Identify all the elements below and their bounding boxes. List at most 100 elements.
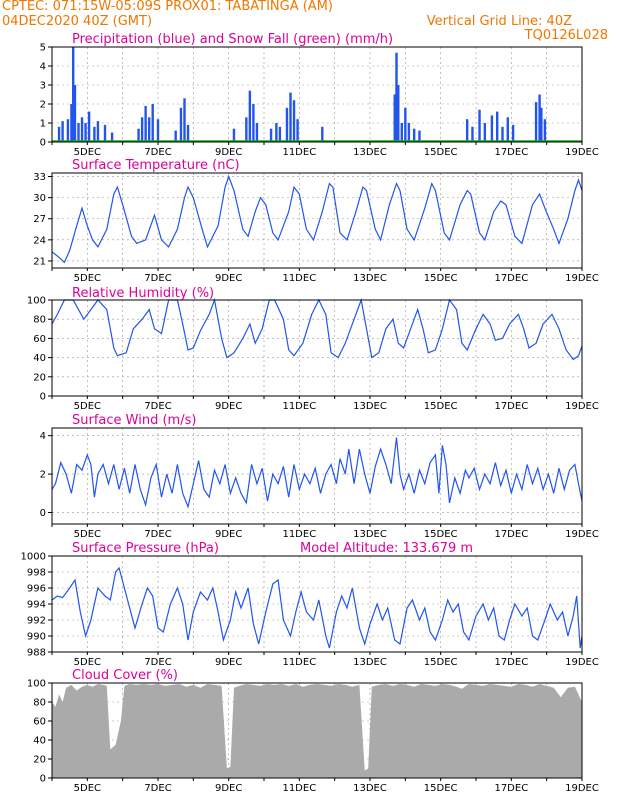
precip-bar — [103, 124, 107, 142]
y-tick-label: 0 — [40, 508, 46, 519]
header-grid-note: Vertical Grid Line: 40Z — [426, 14, 572, 29]
precip-bar — [70, 104, 73, 142]
header-station: CPTEC: 071:15W-05:09S PROX01: TABATINGA … — [2, 0, 333, 14]
y-tick-label: 992 — [27, 616, 46, 627]
precip-bar — [151, 104, 154, 142]
x-tick-label: 13DEC — [353, 783, 387, 794]
precip-bar — [73, 85, 77, 142]
y-tick-label: 0 — [40, 138, 46, 149]
precip-bar — [496, 111, 499, 142]
x-tick-label: 7DEC — [144, 401, 171, 412]
x-tick-label: 9DEC — [215, 273, 242, 284]
y-tick-label: 80 — [33, 315, 46, 326]
x-tick-label: 19DEC — [565, 401, 599, 412]
panel-title: Relative Humidity (%) — [72, 286, 214, 301]
precip-bar — [407, 123, 411, 142]
precip-bar — [110, 132, 114, 142]
x-tick-label: 15DEC — [424, 401, 458, 412]
y-tick-label: 20 — [33, 755, 46, 766]
y-tick-label: 990 — [27, 632, 46, 643]
y-tick-label: 60 — [33, 334, 46, 345]
precip-bar — [395, 52, 398, 143]
x-tick-label: 11DEC — [282, 147, 316, 158]
precip-bar — [84, 123, 87, 142]
precip-bar — [478, 109, 481, 142]
precip-bar — [418, 130, 421, 142]
precip-bar — [183, 98, 186, 142]
x-tick-label: 15DEC — [424, 529, 458, 540]
precip-bar — [147, 117, 151, 142]
model-altitude-label: Model Altitude: 133.679 m — [300, 541, 473, 556]
panel-title: Surface Temperature (nC) — [72, 158, 240, 173]
x-tick-label: 5DEC — [74, 273, 101, 284]
y-tick-label: 4 — [40, 62, 46, 73]
precip-bar — [66, 119, 70, 142]
y-tick-label: 1 — [40, 119, 46, 130]
panel-title: Precipitation (blue) and Snow Fall (gree… — [72, 32, 393, 47]
x-tick-label: 13DEC — [353, 147, 387, 158]
panel-frame — [51, 299, 583, 397]
x-tick-label: 5DEC — [74, 529, 101, 540]
x-tick-label: 17DEC — [494, 147, 528, 158]
precip-bar — [543, 119, 547, 142]
precip-bar — [186, 124, 190, 142]
y-tick-label: 0 — [40, 774, 46, 785]
precip-bar — [93, 126, 96, 142]
x-tick-label: 19DEC — [565, 529, 599, 540]
x-tick-label: 7DEC — [144, 147, 171, 158]
y-tick-label: 40 — [33, 736, 46, 747]
y-tick-label: 994 — [27, 600, 46, 611]
series-line — [51, 174, 583, 264]
x-tick-label: 5DEC — [74, 401, 101, 412]
y-tick-label: 24 — [33, 235, 46, 246]
y-tick-label: 20 — [33, 372, 46, 383]
y-tick-label: 4 — [40, 431, 46, 442]
x-tick-label: 7DEC — [144, 657, 171, 668]
precip-bar — [540, 107, 543, 142]
precip-bar — [269, 128, 273, 142]
x-tick-label: 9DEC — [215, 147, 242, 158]
x-tick-label: 11DEC — [282, 401, 316, 412]
x-tick-label: 15DEC — [424, 273, 458, 284]
y-tick-label: 3 — [40, 81, 46, 92]
y-tick-label: 0 — [40, 392, 46, 403]
x-tick-label: 17DEC — [494, 529, 528, 540]
x-tick-label: 11DEC — [282, 783, 316, 794]
precip-bar — [404, 107, 407, 142]
precip-bar — [174, 130, 177, 142]
precip-bar — [471, 126, 474, 142]
x-tick-label: 15DEC — [424, 147, 458, 158]
precip-bar — [534, 102, 538, 142]
panel-frame — [51, 172, 583, 269]
y-tick-label: 100 — [27, 296, 46, 307]
precip-bar — [501, 126, 504, 142]
y-tick-label: 5 — [40, 43, 46, 54]
x-tick-label: 19DEC — [565, 657, 599, 668]
x-tick-label: 7DEC — [144, 529, 171, 540]
x-tick-label: 11DEC — [282, 529, 316, 540]
precip-bar — [511, 124, 515, 142]
x-tick-label: 13DEC — [353, 401, 387, 412]
x-tick-label: 9DEC — [215, 657, 242, 668]
precip-bar — [179, 107, 183, 142]
x-tick-label: 13DEC — [353, 657, 387, 668]
precip-bar — [285, 107, 289, 142]
y-tick-label: 996 — [27, 584, 46, 595]
series-line — [51, 566, 583, 649]
panel-frame — [51, 46, 583, 143]
x-tick-label: 5DEC — [74, 657, 101, 668]
precip-bar — [140, 117, 144, 142]
precip-bar — [232, 128, 236, 142]
x-tick-label: 11DEC — [282, 273, 316, 284]
y-tick-label: 27 — [33, 214, 46, 225]
precip-bar — [296, 119, 299, 142]
y-tick-label: 988 — [27, 648, 46, 659]
x-tick-label: 5DEC — [74, 147, 101, 158]
x-tick-label: 15DEC — [424, 783, 458, 794]
x-tick-label: 19DEC — [565, 783, 599, 794]
precip-bar — [72, 47, 75, 142]
panel-frame — [51, 682, 583, 779]
x-tick-label: 13DEC — [353, 529, 387, 540]
y-tick-label: 40 — [33, 353, 46, 364]
